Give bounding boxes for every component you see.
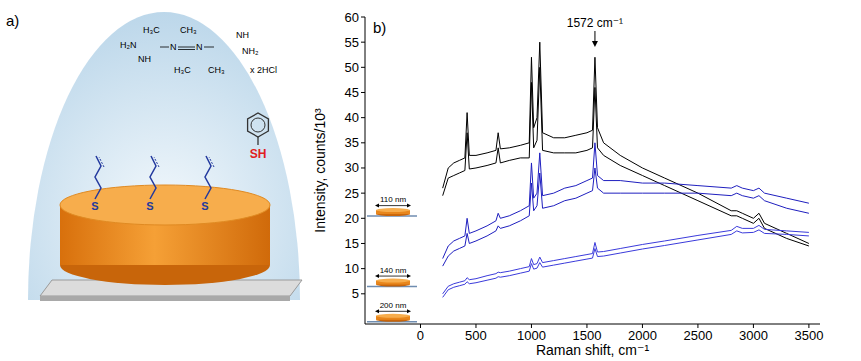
x-tick-label: 3500 [794, 328, 823, 343]
inset-arrow [377, 205, 409, 206]
y-axis-title: Intensity, counts/10³ [312, 108, 328, 233]
plot-lines [443, 42, 809, 297]
allyl-chain [205, 156, 211, 199]
panel-b: 0 500 1000 1500 2000 2500 3000 3500 5 10 15 20 25 30 3… [312, 10, 823, 359]
anchor-atom: S [91, 200, 98, 212]
benzene-ring [248, 113, 269, 137]
x-tick-label: 2500 [683, 328, 712, 343]
x-tick-label: 0 [417, 328, 424, 343]
aromatic-ring [251, 118, 265, 132]
x-axis-line [365, 324, 820, 325]
allyl-chain [95, 156, 101, 199]
x-tick-label: 2000 [628, 328, 657, 343]
y-tick-label: 50 [345, 60, 359, 75]
panel-label: a) [6, 12, 19, 29]
bond [178, 47, 195, 48]
inset-legend: 110 nm 140 nm 200 nm [367, 195, 417, 322]
double-bond [209, 157, 214, 167]
inset-arrowhead [375, 274, 379, 278]
formula-text: NH₂ [242, 46, 259, 56]
x-tick-label: 3000 [739, 328, 768, 343]
inset-cylinder-top [376, 314, 410, 318]
spectrum-line [443, 230, 809, 297]
inset-arrow [377, 311, 409, 312]
double-bond [99, 157, 104, 167]
y-tick [361, 117, 365, 118]
panel-a: a)SSSSHH₃CCH₃H₂NNHNNNHNH₂H₃CCH₃x 2HCl [6, 12, 302, 301]
formula-text: CH₃ [180, 25, 197, 35]
y-tick [361, 167, 365, 168]
double-bond [154, 157, 159, 167]
formula-text: H₃C [174, 65, 191, 75]
formula-text: H₃C [143, 25, 160, 35]
bond [204, 47, 214, 48]
y-tick-label: 20 [345, 211, 359, 226]
y-tick [361, 268, 365, 269]
thiol-label: SH [250, 147, 267, 161]
allyl-chain [150, 156, 156, 199]
y-tick-label: 5 [352, 286, 359, 301]
inset-cylinder-top [376, 208, 410, 212]
y-axis-line [365, 17, 366, 324]
spectrum-line [443, 42, 809, 243]
y-tick-label: 35 [345, 135, 359, 150]
bond [160, 47, 169, 48]
inset-arrow [377, 276, 409, 277]
inset-arrowhead [375, 309, 379, 313]
substrate-edge [40, 296, 290, 301]
anchor-atom: S [201, 200, 208, 212]
spectrum-line [443, 143, 809, 259]
annotation-text: 1572 cm⁻¹ [567, 16, 623, 30]
salt-label: x 2HCl [250, 65, 277, 75]
inset-label: 200 nm [380, 301, 407, 310]
inset-cylinder-top [376, 279, 410, 283]
y-tick [361, 193, 365, 194]
y-tick-label: 55 [345, 35, 359, 50]
spectrum-line [443, 168, 809, 266]
y-tick-label: 30 [345, 160, 359, 175]
inset-arrowhead [407, 204, 411, 208]
bond [257, 137, 258, 145]
y-tick [361, 293, 365, 294]
x-tick-label: 500 [465, 328, 487, 343]
formula-text: NH [236, 30, 249, 40]
spectrum-line [443, 67, 809, 246]
formula-text: H₂N [120, 40, 137, 50]
inset-label: 140 nm [380, 266, 407, 275]
spectrum-line [443, 225, 809, 293]
y-tick-label: 45 [345, 85, 359, 100]
x-tick-label: 1500 [572, 328, 601, 343]
y-tick [361, 42, 365, 43]
panel-label: b) [373, 19, 386, 36]
dome [28, 12, 300, 300]
formula-text: CH₃ [208, 65, 225, 75]
x-axis-title: Raman shift, cm⁻¹ [536, 342, 650, 358]
cylinder-top [60, 185, 270, 225]
annotation-arrowhead [592, 41, 598, 47]
inset-arrowhead [407, 274, 411, 278]
y-tick-label: 15 [345, 236, 359, 251]
y-tick-label: 40 [345, 110, 359, 125]
formula-text: N [196, 42, 203, 52]
y-tick [361, 17, 365, 18]
inset-arrowhead [407, 309, 411, 313]
inset-arrowhead [375, 204, 379, 208]
y-tick-label: 25 [345, 186, 359, 201]
inset-label: 110 nm [380, 195, 406, 204]
y-tick-label: 10 [345, 261, 359, 276]
anchor-atom: S [146, 200, 153, 212]
figure: a)SSSSHH₃CCH₃H₂NNHNNNHNH₂H₃CCH₃x 2HCl050… [0, 0, 861, 361]
bond [178, 49, 195, 50]
y-tick-label: 60 [345, 10, 359, 25]
y-tick [361, 67, 365, 68]
y-tick [361, 92, 365, 93]
formula-text: N [170, 42, 177, 52]
x-tick-label: 1000 [517, 328, 546, 343]
y-tick [361, 142, 365, 143]
formula-text: NH [138, 54, 151, 64]
y-tick [361, 218, 365, 219]
y-tick [361, 243, 365, 244]
